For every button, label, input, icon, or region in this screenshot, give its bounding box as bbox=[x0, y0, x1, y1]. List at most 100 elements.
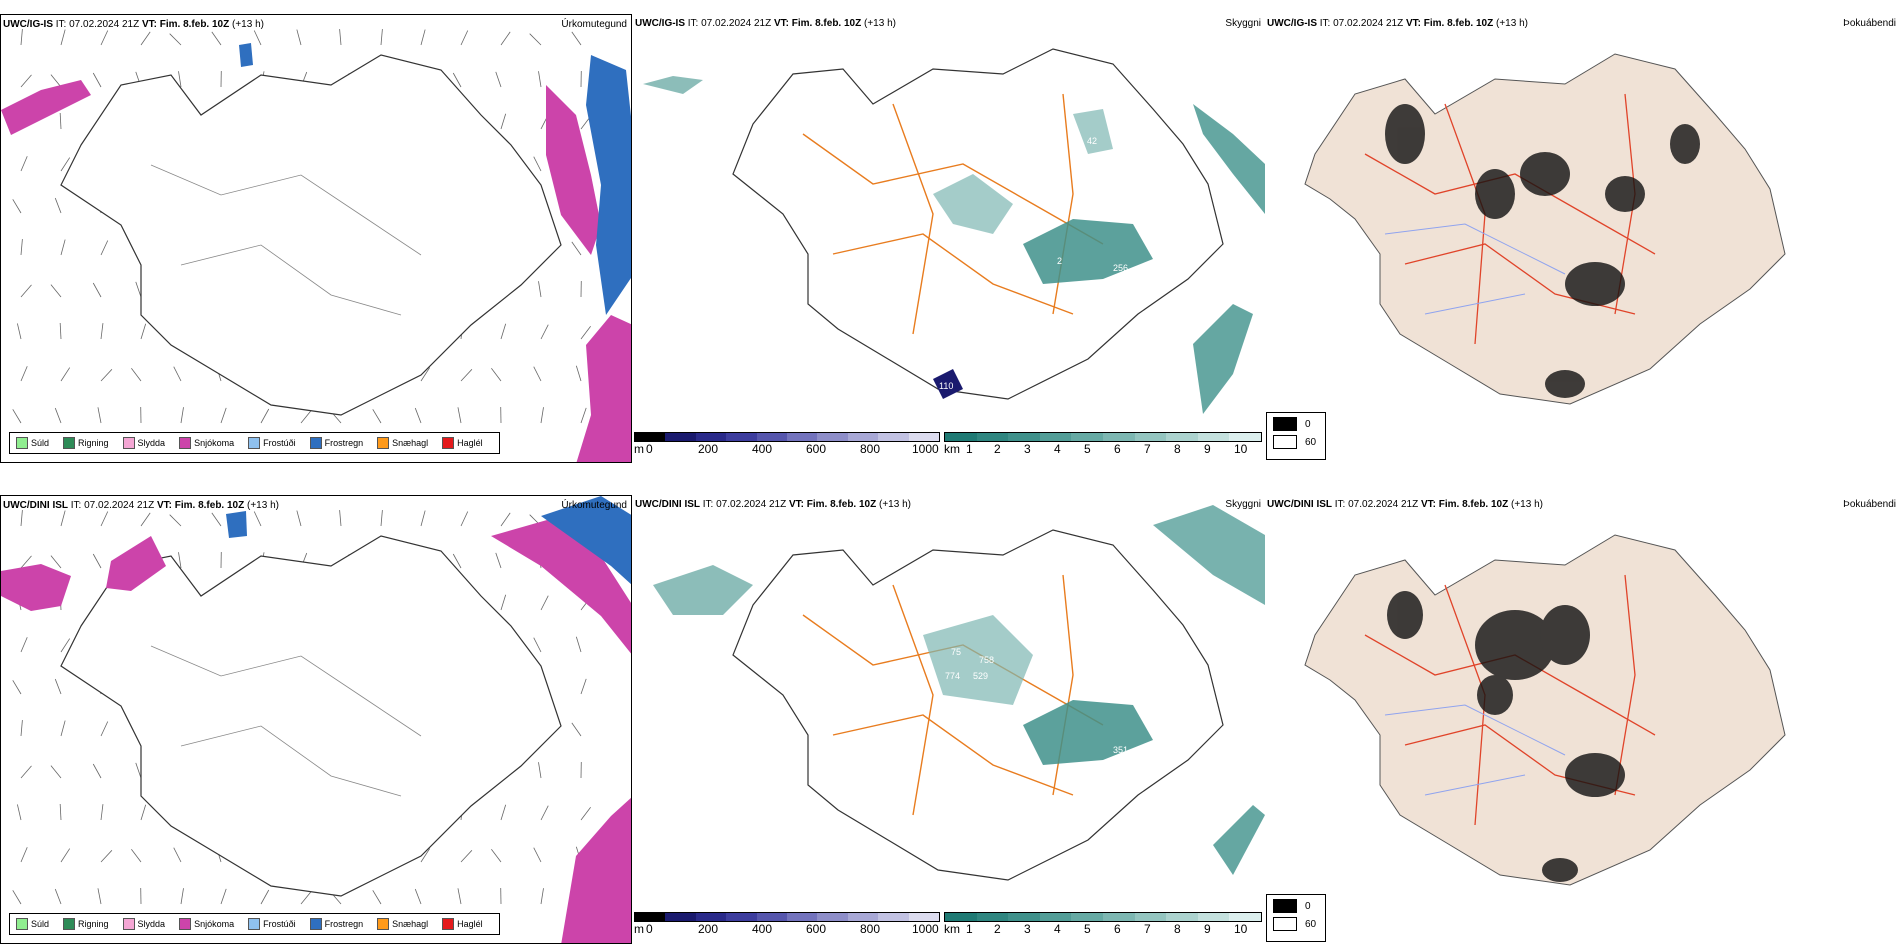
wind-barb bbox=[529, 33, 542, 46]
panel-header: UWC/IG-IS IT: 07.02.2024 21Z VT: Fim. 8.… bbox=[635, 18, 896, 29]
wind-barb bbox=[533, 156, 542, 172]
wind-barb bbox=[420, 29, 426, 46]
panel-header: UWC/DINI ISL IT: 07.02.2024 21Z VT: Fim.… bbox=[3, 500, 279, 511]
cloud-label: 758 bbox=[979, 655, 994, 665]
wind-barb bbox=[20, 637, 28, 653]
wind-barb bbox=[60, 720, 66, 737]
low-visibility-area bbox=[643, 76, 703, 94]
low-visibility-area bbox=[1023, 700, 1153, 765]
legend-item: Frostúði bbox=[248, 437, 296, 449]
wind-barb bbox=[491, 367, 502, 382]
wind-barb bbox=[20, 74, 32, 88]
fog-areas bbox=[1387, 591, 1625, 882]
wind-barb bbox=[131, 848, 142, 863]
wind-barb bbox=[50, 284, 62, 298]
fog-panel-top: UWC/IG-IS IT: 07.02.2024 21Z VT: Fim. 8.… bbox=[1265, 14, 1900, 463]
wind-barb bbox=[339, 510, 342, 527]
visibility-map-top: 42 277 2 256 2 110 bbox=[643, 48, 1265, 414]
low-visibility-area bbox=[653, 565, 753, 615]
low-visibility-area bbox=[1213, 805, 1265, 875]
high-terrain-area bbox=[933, 369, 963, 399]
wind-barb bbox=[538, 281, 542, 298]
wind-barb bbox=[54, 197, 62, 214]
precip-legend: Súld Rigning Slydda Snjókoma Frostúði Fr… bbox=[9, 432, 500, 454]
wind-barb bbox=[20, 29, 23, 46]
fog-map-top bbox=[1304, 53, 1786, 405]
wind-barb bbox=[97, 407, 102, 424]
wind-barb bbox=[538, 71, 542, 88]
precip-type-panel-bottom: UWC/DINI ISL IT: 07.02.2024 21Z VT: Fim.… bbox=[0, 495, 632, 944]
wind-barb bbox=[414, 888, 422, 905]
wind-barb bbox=[92, 72, 102, 88]
rivers bbox=[1384, 223, 1566, 315]
field-title: Skyggni bbox=[1225, 18, 1261, 29]
wind-barb bbox=[100, 804, 104, 821]
wind-barb bbox=[457, 888, 462, 905]
wind-barb bbox=[54, 407, 62, 424]
snow-area-se bbox=[576, 315, 631, 462]
wind-barb bbox=[12, 199, 22, 214]
low-visibility-area bbox=[1153, 505, 1265, 605]
wind-barb bbox=[452, 553, 462, 569]
cloud-label: 774 bbox=[945, 671, 960, 681]
field-title: Skyggni bbox=[1225, 499, 1261, 510]
wind-barb bbox=[20, 284, 32, 298]
field-title: Úrkomutegund bbox=[561, 19, 627, 30]
cloud-label: 42 bbox=[1087, 136, 1097, 146]
wind-barb bbox=[533, 847, 542, 863]
legend-item: Frostregn bbox=[309, 437, 363, 449]
wind-barb bbox=[460, 850, 473, 863]
cloud-label: 75 bbox=[951, 647, 961, 657]
height-scale-bottom: m 0 200 400 600 800 1000 bbox=[634, 912, 940, 936]
wind-barb bbox=[457, 407, 462, 424]
wind-barb bbox=[220, 888, 227, 905]
wind-barb bbox=[500, 804, 507, 821]
wind-barb bbox=[20, 510, 23, 527]
wind-barb bbox=[100, 511, 109, 527]
wind-barb bbox=[173, 366, 182, 382]
legend-item: Slydda bbox=[122, 918, 165, 930]
wind-barb bbox=[420, 367, 431, 382]
wind-barb bbox=[300, 891, 312, 905]
legend-item: Súld bbox=[16, 918, 49, 930]
field-title: Þokuábendi bbox=[1843, 499, 1896, 510]
panel-header: UWC/DINI ISL IT: 07.02.2024 21Z VT: Fim.… bbox=[635, 499, 911, 510]
wind-barb bbox=[140, 323, 147, 340]
wind-barb bbox=[54, 888, 62, 905]
wind-barb bbox=[571, 241, 582, 256]
wind-barb bbox=[260, 889, 270, 905]
wind-barb bbox=[372, 409, 382, 424]
wind-barb bbox=[575, 636, 582, 653]
wind-barb bbox=[580, 806, 591, 821]
wind-barb bbox=[135, 281, 142, 298]
wind-barb bbox=[220, 407, 227, 424]
height-colorbar bbox=[634, 912, 940, 922]
wind-barb bbox=[60, 510, 66, 527]
wind-barb bbox=[20, 765, 32, 779]
iceland-outline bbox=[732, 529, 1224, 881]
precip-map-bottom bbox=[1, 496, 631, 943]
wind-barb bbox=[540, 324, 549, 340]
wind-barb bbox=[180, 407, 184, 424]
wind-barb bbox=[92, 553, 102, 569]
wind-barb bbox=[253, 511, 262, 527]
legend-item: Frostúði bbox=[248, 918, 296, 930]
frost-rain-area-ne bbox=[541, 496, 631, 585]
iceland-outline bbox=[60, 535, 562, 897]
wind-barb bbox=[500, 512, 511, 527]
fog-scale-bottom: 0 60 bbox=[1266, 894, 1326, 942]
wind-barb bbox=[20, 239, 23, 256]
legend-item: Snæhagl bbox=[377, 918, 428, 930]
low-visibility-area bbox=[1193, 104, 1265, 214]
wind-barb bbox=[100, 30, 109, 46]
wind-barb bbox=[500, 323, 507, 340]
wind-barb bbox=[54, 678, 62, 695]
fog-scale-top: 0 60 bbox=[1266, 412, 1326, 460]
wind-barb bbox=[339, 29, 342, 46]
wind-barb bbox=[97, 888, 102, 905]
roads bbox=[802, 93, 1104, 335]
snow-area-se bbox=[561, 797, 631, 943]
wind-barb bbox=[60, 367, 71, 382]
wind-barb bbox=[500, 31, 511, 46]
panel-header: UWC/IG-IS IT: 07.02.2024 21Z VT: Fim. 8.… bbox=[1267, 18, 1528, 29]
